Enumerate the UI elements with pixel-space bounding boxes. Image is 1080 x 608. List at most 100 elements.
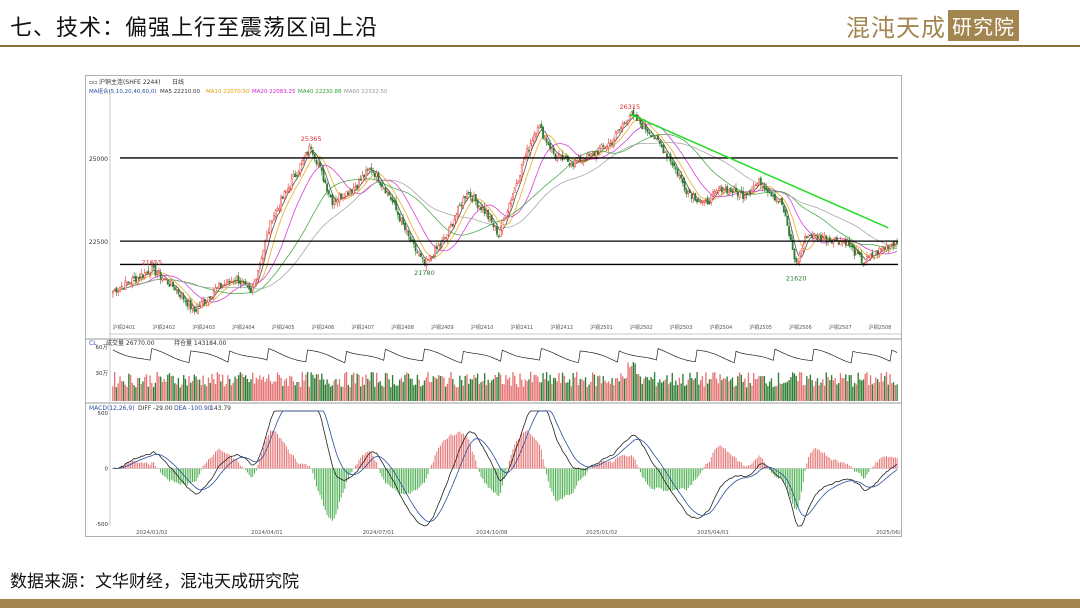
candle-body bbox=[331, 194, 334, 206]
volume-bar bbox=[756, 378, 758, 401]
volume-bar bbox=[620, 373, 622, 401]
candle-body bbox=[285, 190, 288, 193]
volume-bar bbox=[499, 374, 502, 401]
volume-bar bbox=[786, 381, 789, 401]
volume-bar bbox=[237, 375, 240, 401]
candle-body bbox=[117, 290, 120, 293]
candle-body bbox=[227, 279, 229, 284]
candle-body bbox=[681, 178, 684, 184]
volume-bar bbox=[538, 382, 541, 401]
candle-body bbox=[680, 174, 683, 179]
candle-body bbox=[389, 196, 392, 200]
candle-body bbox=[317, 163, 320, 166]
volume-bar bbox=[627, 362, 629, 401]
candle-body bbox=[411, 239, 413, 241]
candle-body bbox=[343, 197, 346, 199]
volume-bar bbox=[510, 385, 512, 401]
volume-bar bbox=[315, 374, 318, 401]
volume-bar bbox=[422, 385, 424, 401]
month-label: 沪铜2408 bbox=[391, 324, 414, 331]
date-label: 2024/04/01 bbox=[251, 530, 283, 536]
candle-body bbox=[154, 265, 157, 276]
volume-bar bbox=[393, 384, 396, 401]
candle-body bbox=[414, 243, 417, 252]
volume-bar bbox=[126, 386, 128, 401]
volume-bar bbox=[360, 386, 362, 401]
volume-bar bbox=[236, 378, 238, 401]
candle-body bbox=[288, 187, 291, 190]
candle-body bbox=[747, 191, 750, 194]
volume-bar bbox=[613, 385, 615, 401]
candle-body bbox=[871, 252, 874, 258]
candle-body bbox=[839, 240, 842, 246]
month-label: 沪铜2406 bbox=[312, 324, 335, 331]
candle-body bbox=[350, 189, 353, 193]
candle-body bbox=[147, 270, 150, 275]
logo-box-text: 研究院 bbox=[948, 9, 1019, 41]
volume-bar bbox=[611, 378, 613, 401]
candle-body bbox=[520, 164, 523, 177]
candle-body bbox=[728, 188, 730, 196]
volume-bar bbox=[724, 378, 727, 401]
volume-bar bbox=[152, 387, 155, 401]
candle-body bbox=[671, 161, 674, 166]
candle-body bbox=[735, 188, 737, 192]
ma20-line bbox=[112, 123, 898, 303]
candle-body bbox=[276, 208, 279, 211]
volume-bar bbox=[452, 379, 454, 401]
candle-body bbox=[161, 278, 164, 281]
volume-bar bbox=[535, 374, 537, 401]
volume-bar bbox=[198, 379, 201, 401]
candle-body bbox=[508, 202, 511, 213]
candle-body bbox=[405, 229, 408, 232]
candle-body bbox=[800, 249, 803, 253]
volume-bar bbox=[255, 377, 257, 401]
volume-bar bbox=[310, 372, 312, 401]
candle-body bbox=[504, 216, 507, 220]
header-ma-label: MA组合(5,10,20,40,60,0) bbox=[89, 87, 157, 95]
volume-bar bbox=[639, 376, 642, 401]
volume-bar bbox=[372, 372, 374, 401]
volume-bar bbox=[526, 381, 528, 401]
volume-bar bbox=[719, 374, 721, 401]
candle-body bbox=[848, 240, 851, 247]
volume-bar bbox=[645, 376, 647, 401]
candle-body bbox=[466, 193, 468, 199]
candle-body bbox=[473, 194, 475, 202]
candle-body bbox=[216, 286, 219, 289]
candle-body bbox=[807, 234, 810, 237]
volume-bar bbox=[298, 381, 300, 401]
volume-bar bbox=[161, 381, 164, 401]
candle-body bbox=[267, 232, 270, 234]
candle-body bbox=[713, 191, 716, 194]
volume-bar bbox=[466, 374, 468, 401]
candle-body bbox=[326, 183, 329, 192]
volume-bar bbox=[156, 371, 158, 401]
candle-body bbox=[542, 126, 544, 139]
candle-body bbox=[850, 245, 853, 247]
candle-body bbox=[253, 280, 256, 288]
volume-bar bbox=[836, 384, 838, 401]
candle-body bbox=[598, 147, 601, 153]
candles-layer bbox=[111, 106, 899, 315]
volume-bar bbox=[685, 384, 688, 401]
volume-bar bbox=[595, 386, 597, 401]
candle-body bbox=[375, 172, 378, 177]
candle-body bbox=[241, 281, 244, 286]
volume-bar bbox=[607, 381, 610, 401]
volume-bar bbox=[753, 372, 755, 401]
volume-bar bbox=[809, 374, 812, 401]
volume-bar bbox=[252, 372, 254, 401]
candle-body bbox=[696, 199, 698, 203]
candle-body bbox=[485, 211, 488, 214]
volume-bar bbox=[692, 380, 695, 401]
candle-body bbox=[572, 162, 575, 167]
volume-bar bbox=[406, 372, 408, 401]
volume-bar bbox=[158, 376, 160, 401]
candle-body bbox=[396, 211, 399, 215]
month-label: 沪铜2504 bbox=[709, 324, 732, 331]
candle-body bbox=[255, 279, 258, 281]
candle-body bbox=[386, 190, 389, 193]
volume-bar bbox=[485, 385, 488, 401]
volume-bar bbox=[597, 376, 599, 401]
